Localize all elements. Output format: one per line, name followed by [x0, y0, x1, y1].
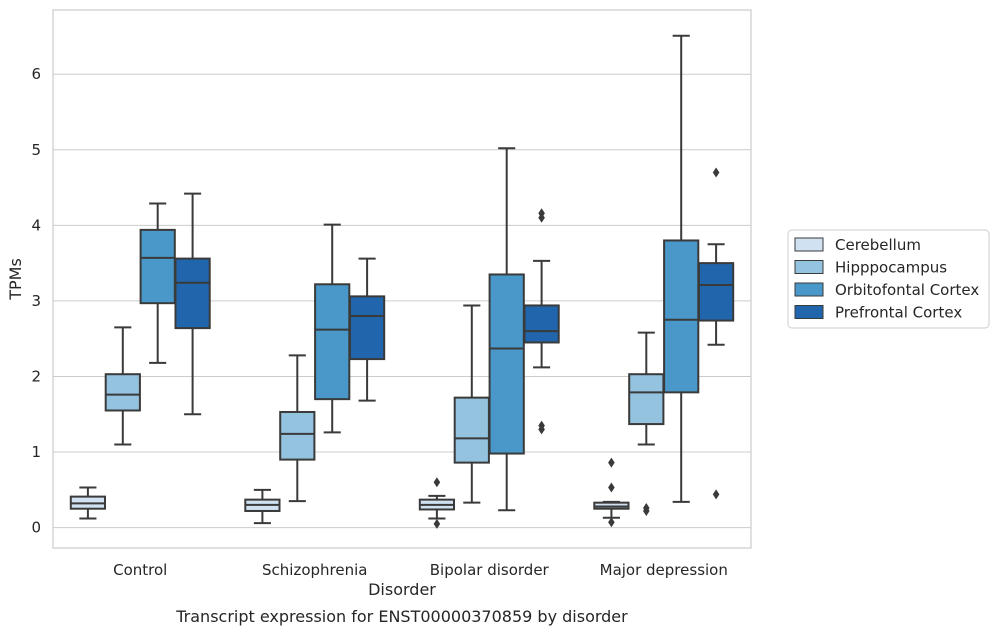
x-tick-label: Schizophrenia [262, 561, 367, 579]
box-orbitofontal-cortex-3 [663, 34, 700, 503]
iqr-box [453, 396, 490, 464]
box-cerebellum-1 [244, 488, 281, 525]
legend-swatch [794, 260, 824, 274]
legend-label: Orbitofontal Cortex [835, 281, 979, 299]
box-prefrontal-cortex-3 [697, 167, 735, 500]
box-hipppocampus-0 [104, 326, 141, 446]
iqr-box [104, 373, 141, 412]
axes-frame [52, 9, 752, 549]
outlier-point [712, 489, 720, 500]
y-tick-label: 2 [31, 367, 41, 385]
y-axis-ticks: 0 1 2 3 4 5 6 [31, 65, 41, 536]
legend-label: Hipppocampus [835, 259, 947, 277]
y-tick-label: 3 [31, 292, 41, 310]
iqr-box [314, 283, 351, 401]
iqr-box [348, 295, 386, 361]
y-tick-label: 6 [31, 65, 41, 83]
box-hipppocampus-1 [279, 354, 316, 503]
x-axis-label: Disorder [368, 580, 436, 599]
legend-label: Prefrontal Cortex [835, 304, 962, 322]
x-tick-label: Major depression [600, 561, 728, 579]
outlier-point [538, 212, 545, 223]
legend-swatch [794, 237, 824, 252]
iqr-box [174, 257, 211, 330]
figure-caption: Transcript expression for ENST0000037085… [175, 607, 628, 626]
legend-label: Cerebellum [835, 236, 921, 254]
y-tick-label: 1 [31, 443, 41, 461]
y-tick-label: 4 [31, 216, 41, 234]
legend-swatch [794, 282, 824, 297]
box-cerebellum-2 [418, 477, 456, 529]
box-cerebellum-0 [69, 486, 107, 520]
x-tick-label: Bipolar disorder [430, 561, 550, 579]
iqr-box [139, 228, 176, 305]
legend: Cerebellum Hipppocampus Orbitofontal Corte… [787, 229, 990, 329]
y-axis-label: TPMs [6, 258, 25, 301]
box-hipppocampus-2 [453, 304, 490, 504]
box-prefrontal-cortex-0 [174, 192, 211, 416]
box-prefrontal-cortex-1 [348, 257, 386, 402]
outlier-point [643, 505, 650, 516]
x-tick-label: Control [113, 561, 167, 579]
outlier-point [712, 167, 720, 178]
box-orbitofontal-cortex-2 [488, 147, 525, 512]
legend-frame [787, 229, 990, 329]
outlier-point [433, 477, 441, 488]
outlier-point [608, 457, 615, 468]
legend-swatch [794, 305, 824, 319]
iqr-box [523, 304, 560, 344]
plot-area [69, 34, 735, 529]
box-orbitofontal-cortex-1 [314, 223, 351, 434]
x-axis-ticks: Control Schizophrenia Bipolar disorder Majo… [113, 561, 728, 579]
y-tick-label: 5 [31, 141, 41, 159]
outlier-point [608, 517, 615, 528]
iqr-box [279, 410, 316, 461]
iqr-box [663, 239, 700, 394]
box-hipppocampus-3 [628, 331, 665, 516]
outlier-point [608, 482, 615, 493]
box-cerebellum-3 [593, 457, 630, 528]
box-prefrontal-cortex-2 [523, 208, 560, 435]
outlier-point [433, 518, 441, 529]
iqr-box [628, 373, 665, 426]
y-tick-label: 0 [31, 519, 41, 537]
iqr-box [488, 273, 525, 455]
outlier-point [538, 424, 545, 435]
iqr-box [697, 262, 735, 322]
box-orbitofontal-cortex-0 [139, 202, 176, 364]
